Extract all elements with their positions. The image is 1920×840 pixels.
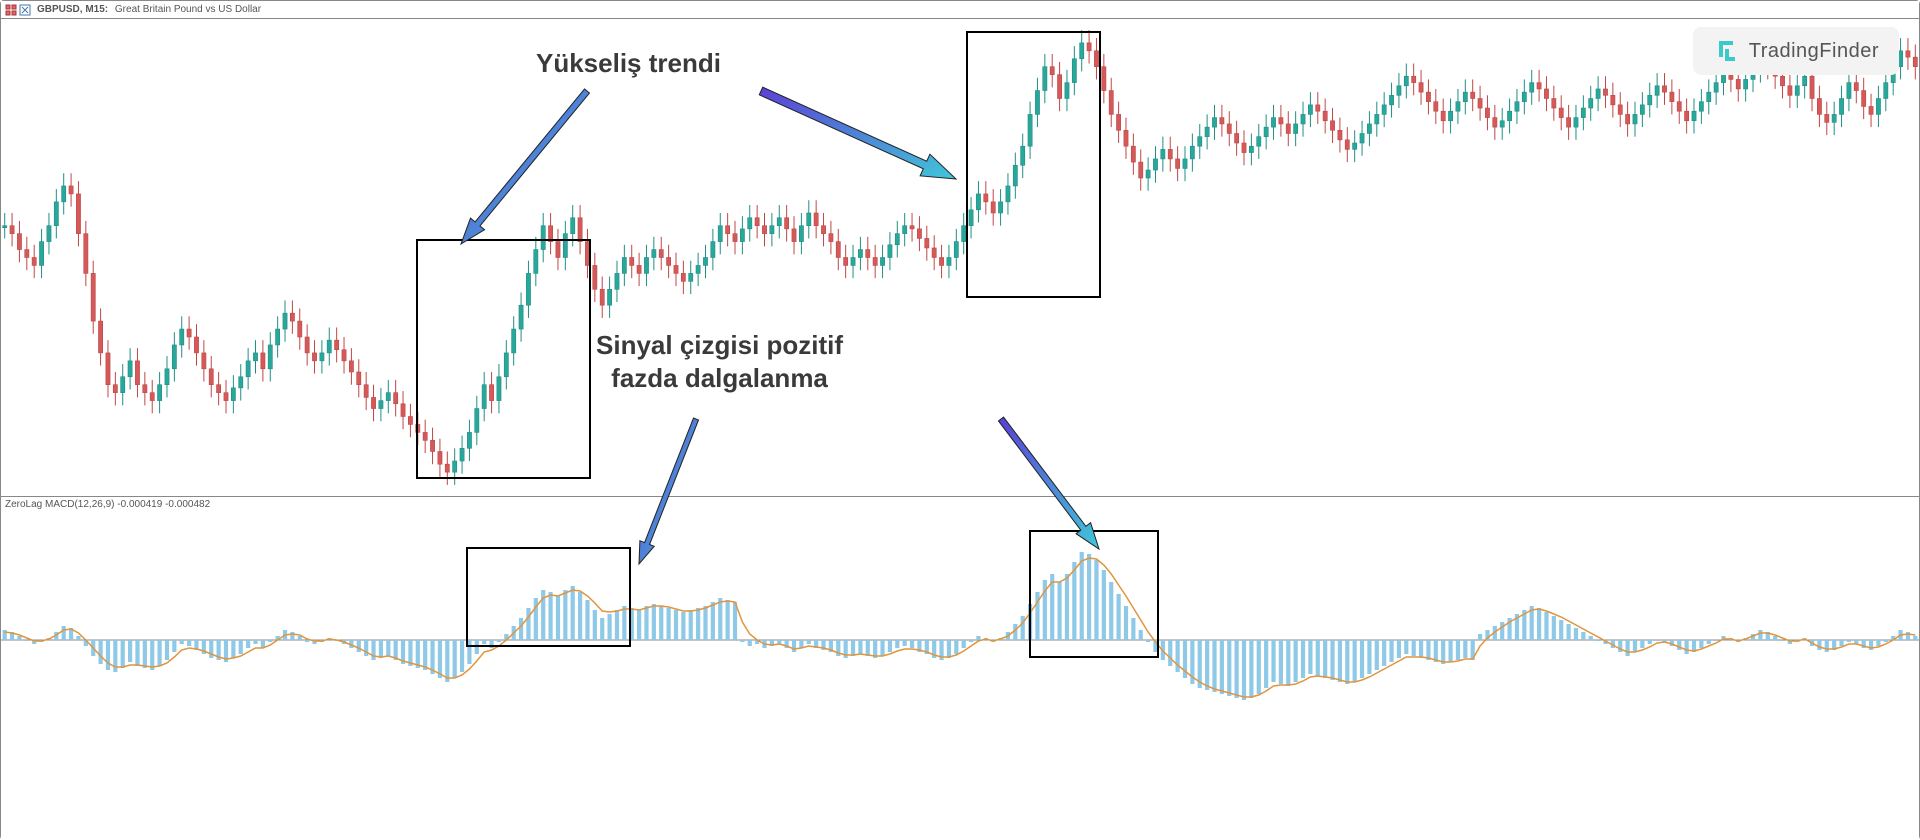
tradingfinder-logo-icon <box>1713 37 1741 65</box>
highlight-box-signal-2 <box>1029 530 1159 658</box>
header-icons <box>5 4 31 16</box>
indicator-panel[interactable] <box>1 512 1919 840</box>
highlight-box-uptrend-2 <box>966 31 1101 298</box>
candlestick-chart <box>1 19 1919 496</box>
annotation-signal: Sinyal çizgisi pozitif fazda dalgalanma <box>596 329 843 394</box>
watermark: TradingFinder <box>1693 27 1899 75</box>
indicator-label: ZeroLag MACD(12,26,9) -0.000419 -0.00048… <box>5 499 210 510</box>
chart-root: GBPUSD, M15: Great Britain Pound vs US D… <box>0 0 1920 840</box>
symbol-desc: Great Britain Pound vs US Dollar <box>115 4 261 15</box>
symbol-label: GBPUSD, M15: Great Britain Pound vs US D… <box>37 4 261 15</box>
grid-icon[interactable] <box>5 4 17 16</box>
highlight-box-uptrend-1 <box>416 239 591 479</box>
symbol-text: GBPUSD, M15: <box>37 4 108 15</box>
annotation-uptrend: Yükseliş trendi <box>536 47 721 80</box>
expand-icon[interactable] <box>19 4 31 16</box>
highlight-box-signal-1 <box>466 547 631 647</box>
price-panel[interactable]: TradingFinder Yükseliş trendi Sinyal çiz… <box>1 19 1919 496</box>
indicator-header: ZeroLag MACD(12,26,9) -0.000419 -0.00048… <box>1 496 1919 512</box>
watermark-text: TradingFinder <box>1749 40 1879 63</box>
macd-chart <box>1 512 1919 840</box>
price-chart-header: GBPUSD, M15: Great Britain Pound vs US D… <box>1 1 1919 19</box>
